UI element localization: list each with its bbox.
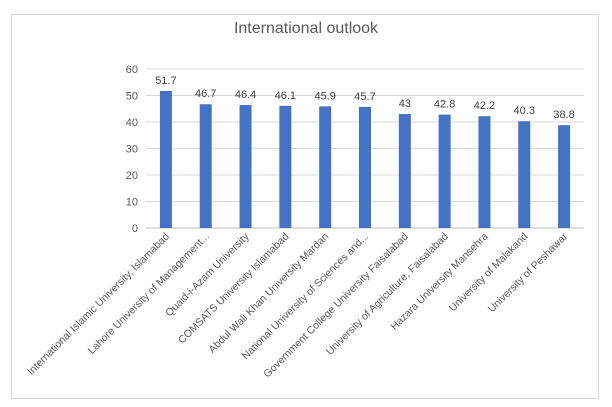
y-tick-label: 40 xyxy=(126,117,138,129)
y-tick-label: 10 xyxy=(126,197,138,209)
y-tick-label: 20 xyxy=(126,170,138,182)
category-label: International Islamic University, Islama… xyxy=(25,231,172,378)
data-label: 43 xyxy=(399,98,411,110)
data-label: 40.3 xyxy=(514,105,535,117)
category-label: Government College University Faisalabad xyxy=(261,231,411,381)
data-label: 38.8 xyxy=(553,109,574,121)
y-tick-label: 30 xyxy=(126,144,138,156)
bar xyxy=(279,105,292,228)
data-label: 45.9 xyxy=(314,90,335,102)
data-label: 46.1 xyxy=(275,90,296,102)
bar xyxy=(319,106,332,228)
data-label: 42.8 xyxy=(434,99,455,111)
bar xyxy=(478,116,491,228)
category-label: University of Malakand xyxy=(447,231,531,315)
data-label: 42.2 xyxy=(474,100,495,112)
chart-area xyxy=(11,14,599,399)
bar xyxy=(398,114,411,228)
bar xyxy=(518,121,531,228)
data-label: 45.7 xyxy=(354,91,375,103)
chart-title: International outlook xyxy=(233,20,379,37)
bar xyxy=(438,114,451,228)
y-tick-label: 60 xyxy=(126,64,138,76)
bar xyxy=(359,106,371,228)
bar xyxy=(239,105,252,228)
bar xyxy=(558,125,571,228)
data-label: 46.7 xyxy=(195,88,216,100)
data-label: 51.7 xyxy=(155,75,176,87)
category-label: University of Peshawar xyxy=(486,230,571,315)
bar xyxy=(159,90,172,229)
y-tick-label: 0 xyxy=(132,223,138,235)
bar xyxy=(199,104,212,228)
y-tick-label: 50 xyxy=(126,91,138,103)
data-label: 46.4 xyxy=(235,89,256,101)
